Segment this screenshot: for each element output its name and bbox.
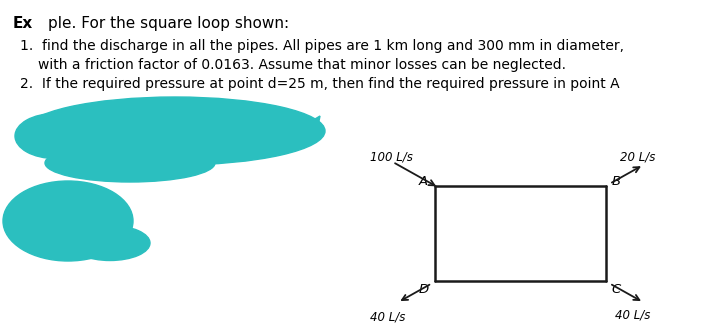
Text: D: D <box>418 283 428 296</box>
Text: Ex: Ex <box>13 16 33 31</box>
Ellipse shape <box>3 181 133 261</box>
Ellipse shape <box>15 114 95 159</box>
Text: with a friction factor of 0.0163. Assume that minor losses can be neglected.: with a friction factor of 0.0163. Assume… <box>38 58 566 72</box>
Text: A: A <box>419 174 428 188</box>
Ellipse shape <box>25 97 325 165</box>
Text: 100 L/s: 100 L/s <box>370 151 413 164</box>
Text: 40 L/s: 40 L/s <box>370 310 406 323</box>
Text: ple. For the square loop shown:: ple. For the square loop shown: <box>48 16 289 31</box>
Text: 2.  If the required pressure at point d=25 m, then find the required pressure in: 2. If the required pressure at point d=2… <box>20 77 620 91</box>
Text: B: B <box>612 174 621 188</box>
Ellipse shape <box>45 144 215 182</box>
Text: 40 L/s: 40 L/s <box>615 308 650 321</box>
Polygon shape <box>295 116 320 141</box>
Text: 20 L/s: 20 L/s <box>620 151 655 164</box>
Text: 1.  find the discharge in all the pipes. All pipes are 1 km long and 300 mm in d: 1. find the discharge in all the pipes. … <box>20 39 624 53</box>
Ellipse shape <box>70 225 150 260</box>
Text: C: C <box>612 283 621 296</box>
